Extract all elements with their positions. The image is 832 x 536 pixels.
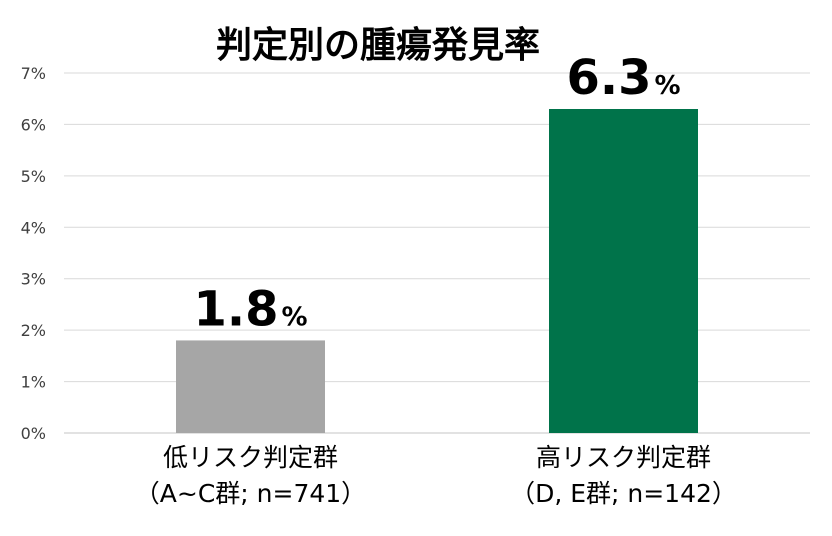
y-tick-label: 3% (21, 270, 46, 289)
chart-title: 判定別の腫瘍発見率 (216, 25, 540, 66)
y-tick-label: 7% (21, 64, 46, 83)
data-label-value: 1.8 (193, 281, 278, 337)
gridlines (64, 72, 810, 434)
category-label: 低リスク判定群 (163, 443, 338, 472)
category-label: （A~C群; n=741） (135, 479, 366, 508)
y-axis-tick-labels: 0% 1% 2% 3% 4% 5% 6% 7% (21, 64, 46, 443)
data-label: 1.8% (193, 281, 307, 337)
y-tick-label: 4% (21, 218, 46, 237)
y-tick-label: 6% (21, 115, 46, 134)
y-tick-label: 2% (21, 321, 46, 340)
bars (176, 109, 698, 433)
data-label: 6.3% (566, 50, 680, 106)
x-axis-category-labels: 低リスク判定群 （A~C群; n=741） 高リスク判定群 （D, E群; n=142… (135, 443, 737, 508)
category-label: （D, E群; n=142） (510, 479, 737, 508)
data-label-value: 6.3 (566, 50, 651, 106)
category-label: 高リスク判定群 (536, 443, 711, 472)
data-label-unit: % (281, 302, 307, 332)
y-tick-label: 1% (21, 373, 46, 392)
y-tick-label: 0% (21, 424, 46, 443)
bar (176, 340, 325, 433)
data-labels: 1.8 %6.3% (193, 50, 680, 337)
y-tick-label: 5% (21, 167, 46, 186)
bar (549, 109, 698, 433)
data-label-unit: % (654, 71, 680, 101)
